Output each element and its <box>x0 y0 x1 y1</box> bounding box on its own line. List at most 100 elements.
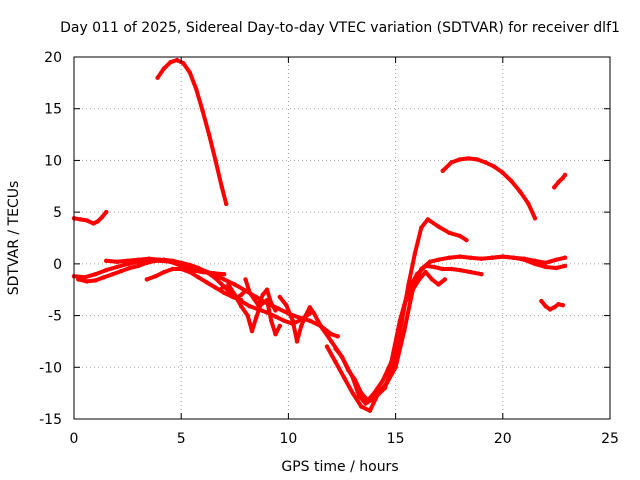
plot-frame <box>73 56 611 420</box>
data-point <box>427 259 433 264</box>
data-point <box>104 209 109 215</box>
data-point <box>119 268 124 274</box>
series-arc-noisy-1 <box>226 282 282 337</box>
data-point <box>174 57 180 63</box>
data-point <box>436 282 441 287</box>
data-point <box>213 285 218 290</box>
data-point <box>423 263 428 269</box>
data-point <box>526 201 531 207</box>
data-point <box>144 277 150 282</box>
data-point <box>479 272 484 277</box>
data-point <box>260 292 265 298</box>
data-point <box>329 332 334 337</box>
data-point <box>136 263 141 269</box>
x-tick-label: 5 <box>177 431 186 447</box>
data-point <box>104 267 109 273</box>
data-point <box>84 279 90 284</box>
data-point <box>168 60 173 65</box>
data-point <box>316 319 321 324</box>
data-point <box>457 157 463 162</box>
data-point <box>346 368 351 373</box>
y-tick-label: 10 <box>44 153 62 169</box>
data-point <box>294 339 300 344</box>
data-point <box>104 258 109 263</box>
data-point <box>273 332 278 337</box>
data-point <box>239 292 244 298</box>
data-point <box>517 189 523 194</box>
data-point <box>339 354 345 360</box>
series-arc-short-1 <box>144 266 244 303</box>
data-point <box>554 257 559 262</box>
data-point <box>146 256 152 261</box>
data-point <box>95 219 100 224</box>
data-point <box>299 323 304 329</box>
x-tick-label: 20 <box>494 431 512 447</box>
data-point <box>404 297 409 303</box>
data-point <box>254 315 259 320</box>
data-point <box>170 266 175 272</box>
data-point <box>329 339 334 344</box>
data-point <box>447 255 452 260</box>
data-point <box>367 408 373 413</box>
data-point <box>78 217 83 222</box>
data-point <box>500 170 505 175</box>
data-point <box>307 305 312 310</box>
y-tick-label: -10 <box>39 360 62 376</box>
series-line <box>155 58 229 206</box>
data-point <box>239 304 244 309</box>
data-point <box>492 164 497 169</box>
data-point <box>93 278 98 283</box>
data-point <box>457 233 463 239</box>
data-point <box>221 290 227 295</box>
data-point <box>384 380 390 385</box>
data-point <box>110 272 115 277</box>
y-axis-title: SDTVAR / TECUs <box>6 181 22 296</box>
data-point <box>155 75 160 80</box>
data-point <box>474 157 480 162</box>
data-point <box>425 217 430 222</box>
data-point <box>82 275 87 280</box>
data-point <box>277 294 282 300</box>
series-arc-late-low <box>539 298 565 312</box>
data-point <box>303 313 308 318</box>
data-point <box>442 277 448 282</box>
y-tick-label: -5 <box>48 309 62 325</box>
data-point <box>359 404 364 409</box>
data-point <box>247 304 252 309</box>
data-point <box>99 215 105 220</box>
data-point <box>335 334 340 339</box>
data-point <box>483 160 488 165</box>
data-point <box>341 375 347 380</box>
data-point <box>307 318 312 323</box>
data-point <box>440 168 445 173</box>
data-point <box>333 346 338 351</box>
x-tick-label: 25 <box>601 431 619 447</box>
series-arc-late-high <box>440 156 538 221</box>
data-point <box>449 160 454 165</box>
data-point <box>269 318 274 323</box>
data-point <box>157 257 162 262</box>
series-arc-dip-a <box>318 217 469 406</box>
data-point <box>187 262 192 268</box>
series-arc-peak <box>155 57 229 207</box>
data-point <box>389 359 394 365</box>
y-tick-label: 5 <box>53 205 62 221</box>
data-point <box>273 314 278 319</box>
data-point <box>221 284 227 289</box>
data-point <box>243 288 248 293</box>
data-point <box>281 318 287 323</box>
series-arc-end <box>552 172 568 190</box>
data-point <box>457 254 463 259</box>
data-point <box>380 378 385 383</box>
data-point <box>560 175 565 181</box>
data-point <box>511 255 516 260</box>
data-point <box>479 256 484 261</box>
data-point <box>543 264 548 270</box>
data-point <box>221 277 227 282</box>
data-point <box>562 263 568 269</box>
data-point <box>204 280 210 285</box>
data-point <box>489 255 495 260</box>
data-point <box>466 156 471 161</box>
